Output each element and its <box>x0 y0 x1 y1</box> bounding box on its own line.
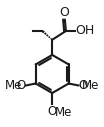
Text: OH: OH <box>75 25 95 37</box>
Text: O: O <box>48 105 57 118</box>
Text: O: O <box>59 6 69 19</box>
Text: Me: Me <box>82 79 99 92</box>
Text: O: O <box>16 79 26 92</box>
Text: Me: Me <box>55 106 72 119</box>
Text: Me: Me <box>5 79 22 92</box>
Text: O: O <box>79 79 88 92</box>
